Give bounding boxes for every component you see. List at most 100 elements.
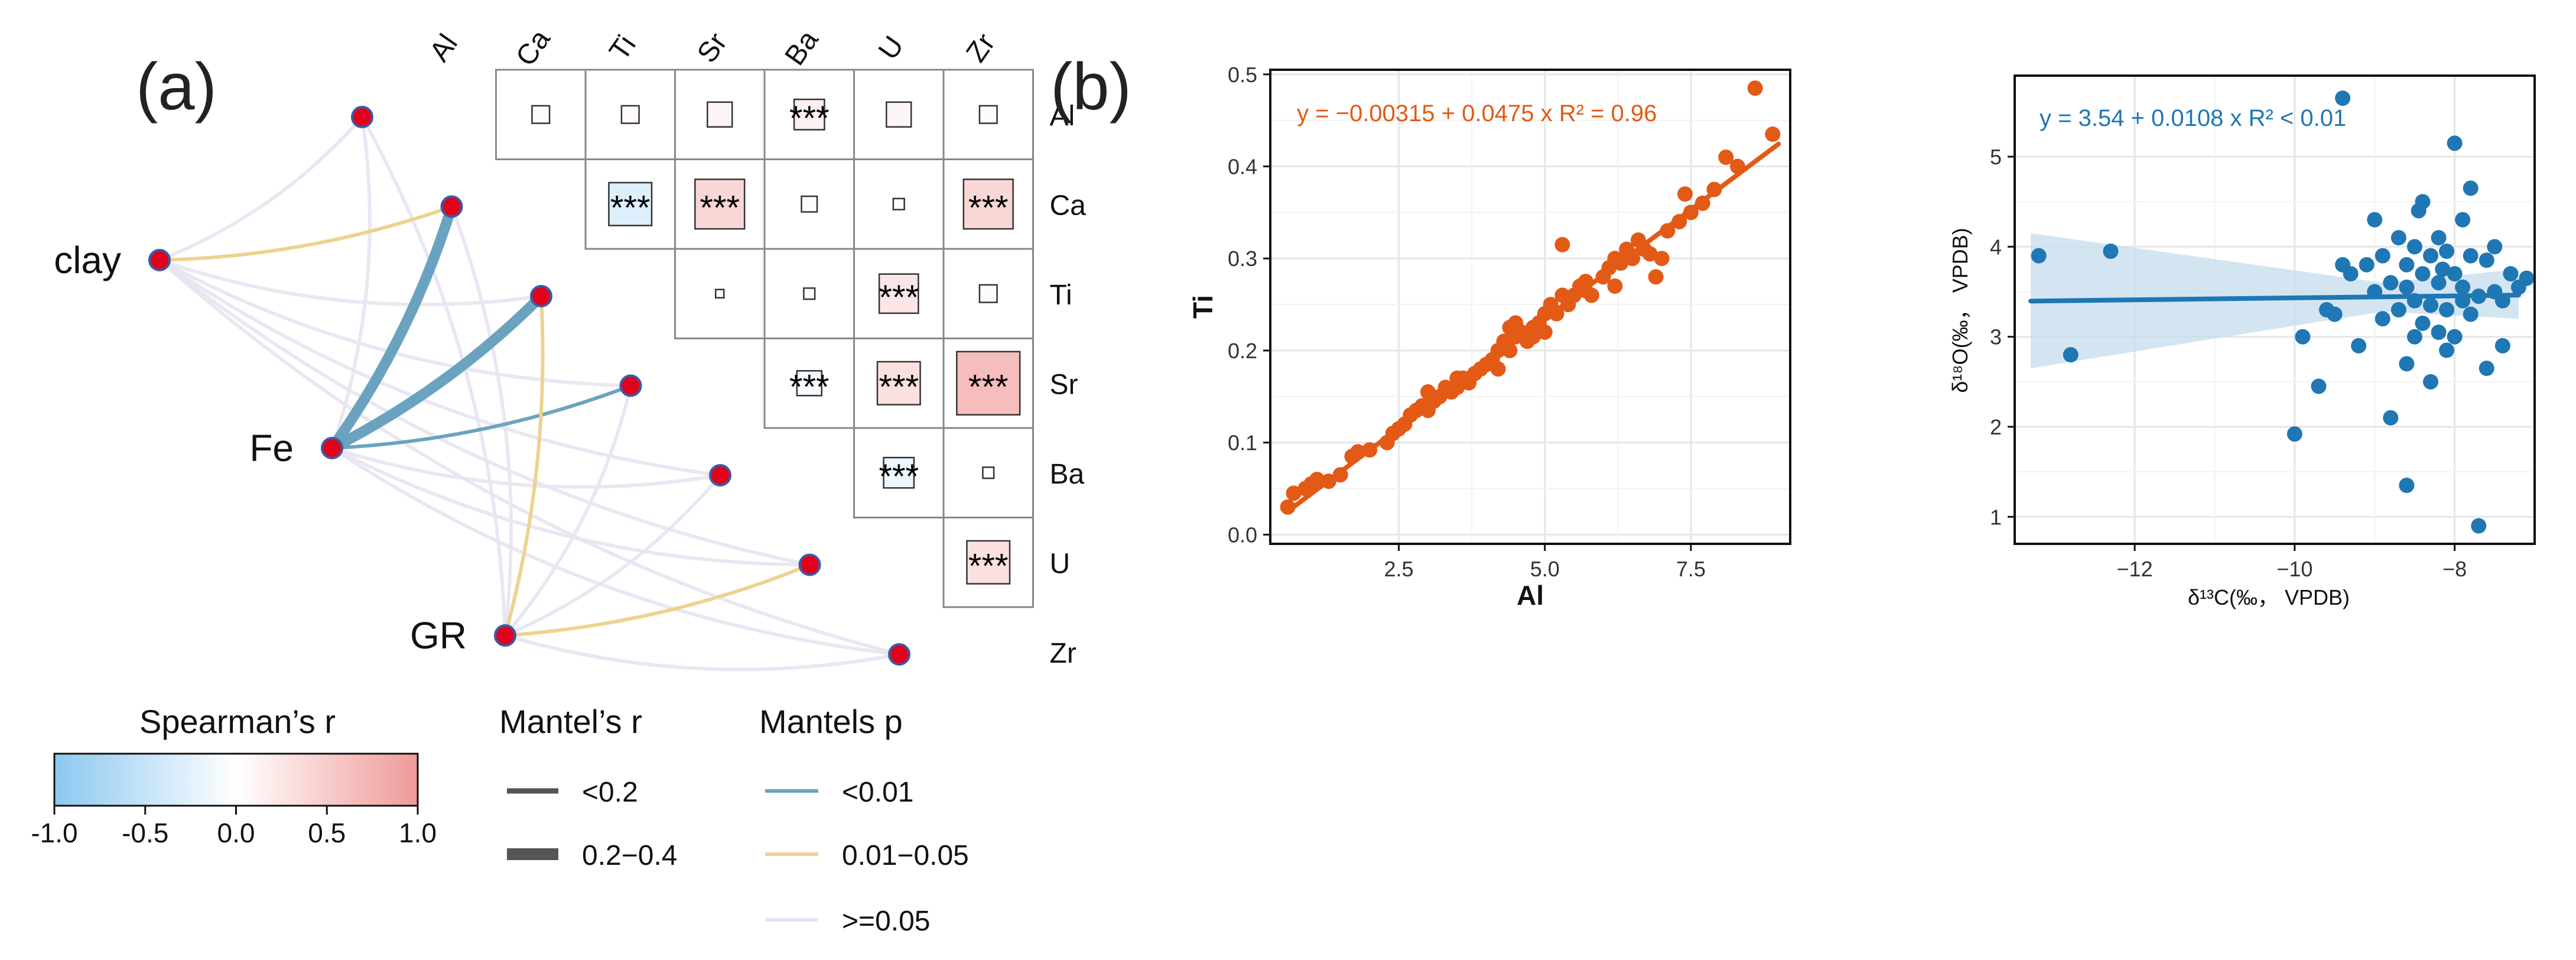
correlation-square — [531, 105, 551, 124]
correlation-square — [608, 181, 653, 226]
al-ti-point — [1554, 236, 1570, 252]
node-al — [351, 106, 373, 128]
c-o-point — [2415, 315, 2431, 331]
spearman-legend-title: Spearman’s r — [139, 703, 336, 740]
node-zr — [888, 643, 910, 666]
mantel-link-gr-ti — [503, 294, 545, 637]
node-label-fe: Fe — [249, 427, 294, 469]
c-o-point — [2406, 239, 2422, 255]
mantel-link-gr-zr — [503, 634, 901, 672]
correlation-square — [966, 540, 1011, 585]
c-o-point — [2431, 230, 2447, 246]
c-o-point — [2103, 244, 2119, 259]
significance-mark: *** — [968, 368, 1009, 406]
al-ti-point — [1654, 251, 1670, 267]
mantel-p-item-1: <0.01 — [842, 777, 913, 808]
c-o-point — [2415, 266, 2431, 282]
al-ti-scatter-chart: 2.5 5.0 7.5 0.0 0.1 0.2 0.3 0.4 0.5 y = −0.00315… — [1188, 63, 1791, 611]
al-ti-point — [1420, 384, 1436, 400]
correlation-square — [883, 456, 915, 489]
correlation-square — [803, 287, 816, 300]
c-o-isotope-scatter-chart: −12 −10 −8 1 2 3 4 5 y = 3.54 + 0.0108 x R² < 0… — [1948, 74, 2536, 609]
matrix-cell — [942, 427, 1034, 518]
c-o-ytick-label: 5 — [1990, 145, 2002, 169]
mantel-link-fe-ca — [327, 201, 457, 453]
c-o-ticks: −12 −10 −8 1 2 3 4 5 — [1990, 145, 2467, 581]
c-o-point — [2399, 279, 2415, 295]
node-ba — [709, 464, 731, 487]
panel-b-label: (b) — [1050, 50, 1131, 124]
mantel-link-clay-ba — [158, 258, 722, 477]
c-o-confidence-band — [2031, 233, 2519, 368]
mantel-r-item-1: <0.2 — [582, 777, 638, 808]
c-o-point — [2455, 279, 2471, 295]
c-o-point — [2479, 252, 2494, 268]
correlation-square — [956, 351, 1021, 416]
node-fe — [321, 437, 343, 459]
al-ti-fit — [1285, 141, 1781, 514]
c-o-point — [2519, 270, 2535, 286]
correlation-square — [876, 361, 921, 406]
c-o-ylabel: δ¹⁸O(‰， VPDB) — [1948, 228, 1972, 393]
al-ti-ytick-label: 0.0 — [1228, 523, 1257, 547]
correlation-square — [892, 197, 905, 210]
c-o-point — [2487, 239, 2503, 255]
mantel-link-fe-al — [330, 115, 372, 450]
matrix-cell — [674, 69, 766, 160]
c-o-point — [2390, 230, 2406, 246]
column-label-u: U — [873, 31, 910, 66]
c-o-point — [2423, 297, 2438, 313]
significance-mark: *** — [968, 189, 1009, 227]
panel-a: (a) Al Ca Ti Sr Ba U Zr Al Ca Ti Sr Ba U Zr *** *** *** *… — [31, 24, 1086, 937]
c-o-point — [2367, 212, 2383, 228]
c-o-point — [2431, 325, 2447, 340]
mantel-links — [158, 115, 901, 672]
al-ti-xtick-label: 5.0 — [1530, 557, 1560, 581]
mantel-r-legend-title: Mantel’s r — [499, 703, 642, 740]
c-o-point — [2399, 356, 2415, 372]
c-o-point — [2439, 244, 2455, 259]
c-o-xtick-label: −8 — [2442, 557, 2467, 581]
mantel-link-fe-ti — [327, 291, 547, 453]
row-label-zr: Zr — [1050, 638, 1076, 669]
node-label-clay: clay — [54, 239, 121, 281]
correlation-matrix: Al Ca Ti Sr Ba U Zr Al Ca Ti Sr Ba U Zr *** *** *** *** **… — [424, 24, 1086, 669]
column-label-ca: Ca — [510, 24, 557, 72]
correlation-square — [707, 101, 733, 128]
al-ti-ytick-label: 0.2 — [1228, 339, 1257, 363]
c-o-point — [2423, 374, 2438, 390]
c-o-annotation: y = 3.54 + 0.0108 x R² < 0.01 — [2040, 105, 2346, 131]
mantel-link-gr-ca — [450, 205, 513, 637]
column-label-al: Al — [424, 28, 464, 67]
c-o-point — [2375, 311, 2390, 327]
correlation-square — [620, 105, 640, 124]
correlation-square — [878, 273, 919, 314]
mantel-link-clay-u — [158, 258, 812, 567]
mantel-link-clay-ti — [158, 258, 543, 307]
mantel-p-item-2: 0.01−0.05 — [842, 840, 969, 871]
c-o-point — [2471, 518, 2487, 534]
correlation-square — [793, 98, 825, 131]
column-label-ti: Ti — [603, 30, 642, 66]
c-o-point — [2286, 426, 2302, 442]
significance-mark: *** — [789, 368, 830, 406]
al-ti-xlabel: Al — [1517, 580, 1544, 611]
c-o-point — [2390, 302, 2406, 317]
c-o-point — [2351, 338, 2367, 353]
mantel-link-clay-sr — [158, 258, 633, 388]
mantel-link-fe-u — [330, 446, 812, 567]
c-o-point — [2311, 378, 2327, 394]
al-ti-point — [1502, 320, 1518, 336]
node-label-gr: GR — [410, 614, 467, 657]
spearman-colorbar — [53, 753, 419, 807]
mantel-p-legend: Mantels p <0.01 0.01−0.05 >=0.05 — [759, 703, 969, 937]
row-label-u: U — [1050, 548, 1071, 579]
column-label-ba: Ba — [779, 25, 825, 72]
al-ti-gridlines — [1270, 70, 1790, 544]
correlation-square — [978, 284, 998, 303]
c-o-point — [2463, 180, 2479, 196]
al-ti-fit-line — [1285, 141, 1781, 514]
al-ti-frame — [1269, 69, 1791, 545]
c-o-point — [2463, 306, 2479, 322]
correlation-square — [694, 179, 746, 230]
